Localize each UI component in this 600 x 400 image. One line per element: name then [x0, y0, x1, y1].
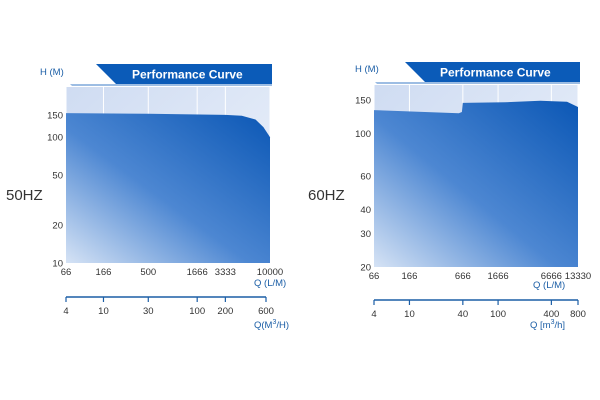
secondary-x-axis-label-main-50hz: Q(M — [254, 320, 273, 331]
y-tick-label: 30 — [360, 229, 371, 240]
y-tick-label: 100 — [47, 133, 63, 144]
x-ticks-60hz: 66 166 666 1666 6666 13330 — [369, 271, 592, 282]
x-tick-label: 1666 — [187, 267, 208, 278]
performance-area-60hz — [374, 100, 578, 267]
x-axis-label-60hz: Q (L/M) — [533, 280, 565, 291]
x-tick-label: 66 — [369, 271, 380, 282]
x-tick-label: 666 — [455, 271, 471, 282]
secondary-x-tick-label: 4 — [371, 309, 376, 320]
chart-title-60hz: Performance Curve — [440, 66, 551, 80]
y-ticks-60hz: 20 30 40 60 100 150 — [355, 96, 371, 274]
secondary-x-tick-label: 600 — [258, 306, 274, 317]
secondary-x-axis-label-60hz: Q [m3/h] — [530, 319, 565, 331]
secondary-x-axis-label-50hz: Q(M3/H) — [254, 319, 289, 331]
y-tick-label: 50 — [52, 171, 63, 182]
secondary-x-tick-label: 10 — [404, 309, 415, 320]
chart-50hz: 50HZ H (M) Performance Curve 10 20 50 100 15… — [6, 64, 289, 331]
y-tick-label: 150 — [355, 96, 371, 107]
x-tick-label: 166 — [402, 271, 418, 282]
chart-banner-50hz: Performance Curve — [70, 64, 272, 86]
side-label-50hz: 50HZ — [6, 187, 43, 204]
y-tick-label: 60 — [360, 172, 371, 183]
chart-banner-60hz: Performance Curve — [375, 62, 580, 84]
x-axis-label-50hz: Q (L/M) — [254, 278, 286, 289]
y-tick-label: 100 — [355, 129, 371, 140]
secondary-x-tick-label: 4 — [63, 306, 68, 317]
y-axis-label-50hz: H (M) — [40, 67, 64, 78]
x-ticks-50hz: 66 166 500 1666 3333 10000 — [61, 267, 284, 278]
secondary-x-axis-label-main-60hz: Q [m — [530, 320, 551, 331]
secondary-x-tick-label: 800 — [570, 309, 586, 320]
x-tick-label: 13330 — [565, 271, 591, 282]
secondary-x-tick-label: 30 — [143, 306, 154, 317]
y-tick-label: 150 — [47, 110, 63, 121]
secondary-x-tick-label: 40 — [458, 309, 469, 320]
x-tick-label: 66 — [61, 267, 72, 278]
secondary-x-axis-label-end-60hz: /h] — [555, 320, 566, 331]
secondary-x-axis-label-sup-60hz: 3 — [551, 319, 555, 326]
x-tick-label: 10000 — [257, 267, 283, 278]
performance-area-50hz — [66, 113, 270, 263]
secondary-x-tick-label: 100 — [490, 309, 506, 320]
x-tick-label: 6666 — [541, 271, 562, 282]
secondary-x-ticks-50hz: 4 10 30 100 200 600 — [63, 297, 274, 317]
secondary-x-tick-label: 100 — [189, 306, 205, 317]
x-tick-label: 166 — [96, 267, 112, 278]
secondary-x-tick-label: 200 — [217, 306, 233, 317]
secondary-x-tick-label: 400 — [543, 309, 559, 320]
x-tick-label: 3333 — [215, 267, 236, 278]
secondary-x-axis-label-end-50hz: /H) — [276, 320, 289, 331]
x-tick-label: 1666 — [488, 271, 509, 282]
secondary-x-ticks-60hz: 4 10 40 100 400 800 — [371, 300, 586, 320]
secondary-x-axis-label-sup-50hz: 3 — [272, 319, 276, 326]
y-tick-label: 20 — [52, 221, 63, 232]
chart-60hz: 60HZ H (M) Performance Curve 20 30 40 60 100… — [308, 62, 591, 331]
secondary-x-tick-label: 10 — [98, 306, 109, 317]
y-tick-label: 20 — [360, 263, 371, 274]
y-tick-label: 10 — [52, 259, 63, 270]
chart-title-50hz: Performance Curve — [132, 68, 243, 82]
y-tick-label: 40 — [360, 205, 371, 216]
y-axis-label-60hz: H (M) — [355, 64, 379, 75]
side-label-60hz: 60HZ — [308, 187, 345, 204]
x-tick-label: 500 — [140, 267, 156, 278]
y-ticks-50hz: 10 20 50 100 150 — [47, 110, 63, 269]
